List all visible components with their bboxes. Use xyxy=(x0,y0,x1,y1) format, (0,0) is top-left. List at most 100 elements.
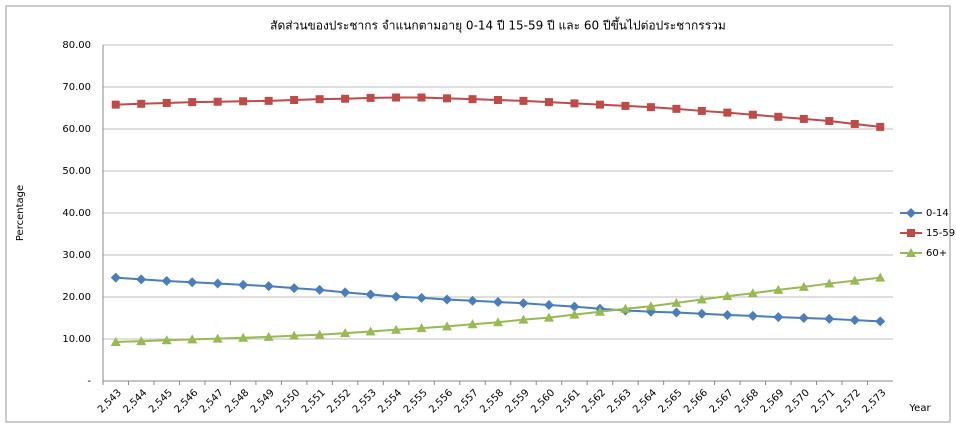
data-point xyxy=(238,332,249,342)
data-point xyxy=(290,96,299,105)
data-point xyxy=(876,122,885,131)
data-point xyxy=(289,283,300,294)
data-point xyxy=(621,101,630,110)
data-point xyxy=(723,108,732,117)
data-point xyxy=(569,301,580,312)
y-tick-label: 50.00 xyxy=(62,166,91,177)
data-point xyxy=(645,301,656,311)
data-point xyxy=(187,277,198,288)
data-point xyxy=(849,315,860,326)
y-tick-label: 30.00 xyxy=(62,250,91,261)
data-point xyxy=(136,274,147,285)
legend-label: 15-59 xyxy=(926,228,955,239)
data-point xyxy=(543,299,554,310)
chart-border xyxy=(5,5,951,423)
data-point xyxy=(798,313,809,323)
data-point xyxy=(518,298,529,309)
data-point xyxy=(493,317,503,327)
data-point xyxy=(543,312,554,322)
data-point xyxy=(518,314,529,324)
data-point xyxy=(875,272,886,282)
data-point xyxy=(391,324,402,334)
data-point xyxy=(697,106,706,115)
data-point xyxy=(467,295,478,306)
y-tick-label: 60.00 xyxy=(62,124,91,135)
data-point xyxy=(773,284,784,294)
y-tick-label: 40.00 xyxy=(62,208,91,219)
data-point xyxy=(468,95,477,104)
y-tick-label: 70.00 xyxy=(62,82,91,93)
data-point xyxy=(696,308,707,319)
data-point xyxy=(365,289,376,300)
data-point xyxy=(315,95,324,104)
data-point xyxy=(110,336,121,346)
x-axis-label: Year xyxy=(908,403,931,414)
y-tick-label: 20.00 xyxy=(62,292,91,303)
data-point xyxy=(850,119,859,128)
data-point xyxy=(493,297,503,308)
data-point xyxy=(798,281,809,291)
data-point xyxy=(875,316,886,327)
data-point xyxy=(289,330,300,340)
data-point xyxy=(366,93,375,102)
data-point xyxy=(519,96,528,105)
legend-marker xyxy=(906,248,916,257)
data-point xyxy=(391,291,402,302)
legend-marker xyxy=(906,208,916,218)
data-point xyxy=(136,336,147,346)
chart-title: สัดส่วนของประชากร จำแนกตามอายุ 0-14 ปี 1… xyxy=(270,17,726,34)
data-point xyxy=(340,287,351,298)
legend-label: 0-14 xyxy=(926,208,949,219)
data-point xyxy=(773,312,784,323)
data-point xyxy=(849,275,860,285)
data-point xyxy=(213,97,222,106)
data-point xyxy=(365,326,376,336)
data-point xyxy=(799,114,808,123)
data-point xyxy=(696,294,707,304)
data-point xyxy=(416,323,427,333)
y-tick-label: - xyxy=(87,376,91,387)
data-point xyxy=(825,117,834,126)
y-tick-label: 80.00 xyxy=(62,40,91,51)
y-tick-label: 10.00 xyxy=(62,334,91,345)
legend-marker xyxy=(907,229,915,237)
data-point xyxy=(671,307,682,318)
legend-label: 60+ xyxy=(926,248,947,259)
data-point xyxy=(263,281,274,292)
data-point xyxy=(263,331,274,341)
data-point xyxy=(722,291,733,301)
data-point xyxy=(544,98,553,107)
data-point xyxy=(137,99,146,108)
data-point xyxy=(212,333,223,343)
data-point xyxy=(340,328,351,338)
data-point xyxy=(747,288,758,298)
data-point xyxy=(161,276,172,287)
data-point xyxy=(774,112,783,121)
data-point xyxy=(442,321,453,331)
data-point xyxy=(722,310,733,321)
data-point xyxy=(467,319,478,329)
data-point xyxy=(110,272,121,283)
data-point xyxy=(417,93,426,102)
data-point xyxy=(314,329,325,339)
data-point xyxy=(494,96,502,105)
data-point xyxy=(824,278,835,288)
data-point xyxy=(188,98,197,107)
data-point xyxy=(238,279,249,290)
data-point xyxy=(264,96,273,105)
data-point xyxy=(671,297,682,307)
data-point xyxy=(239,97,248,106)
data-point xyxy=(162,98,171,107)
data-point xyxy=(824,313,835,324)
y-axis-label: Percentage xyxy=(15,185,26,241)
data-point xyxy=(443,94,452,103)
data-point xyxy=(416,292,427,303)
data-point xyxy=(595,100,604,109)
data-point xyxy=(341,94,350,103)
data-point xyxy=(161,335,172,345)
data-point xyxy=(748,110,757,119)
data-point xyxy=(594,306,605,316)
data-point xyxy=(392,93,401,102)
data-point xyxy=(212,278,223,289)
